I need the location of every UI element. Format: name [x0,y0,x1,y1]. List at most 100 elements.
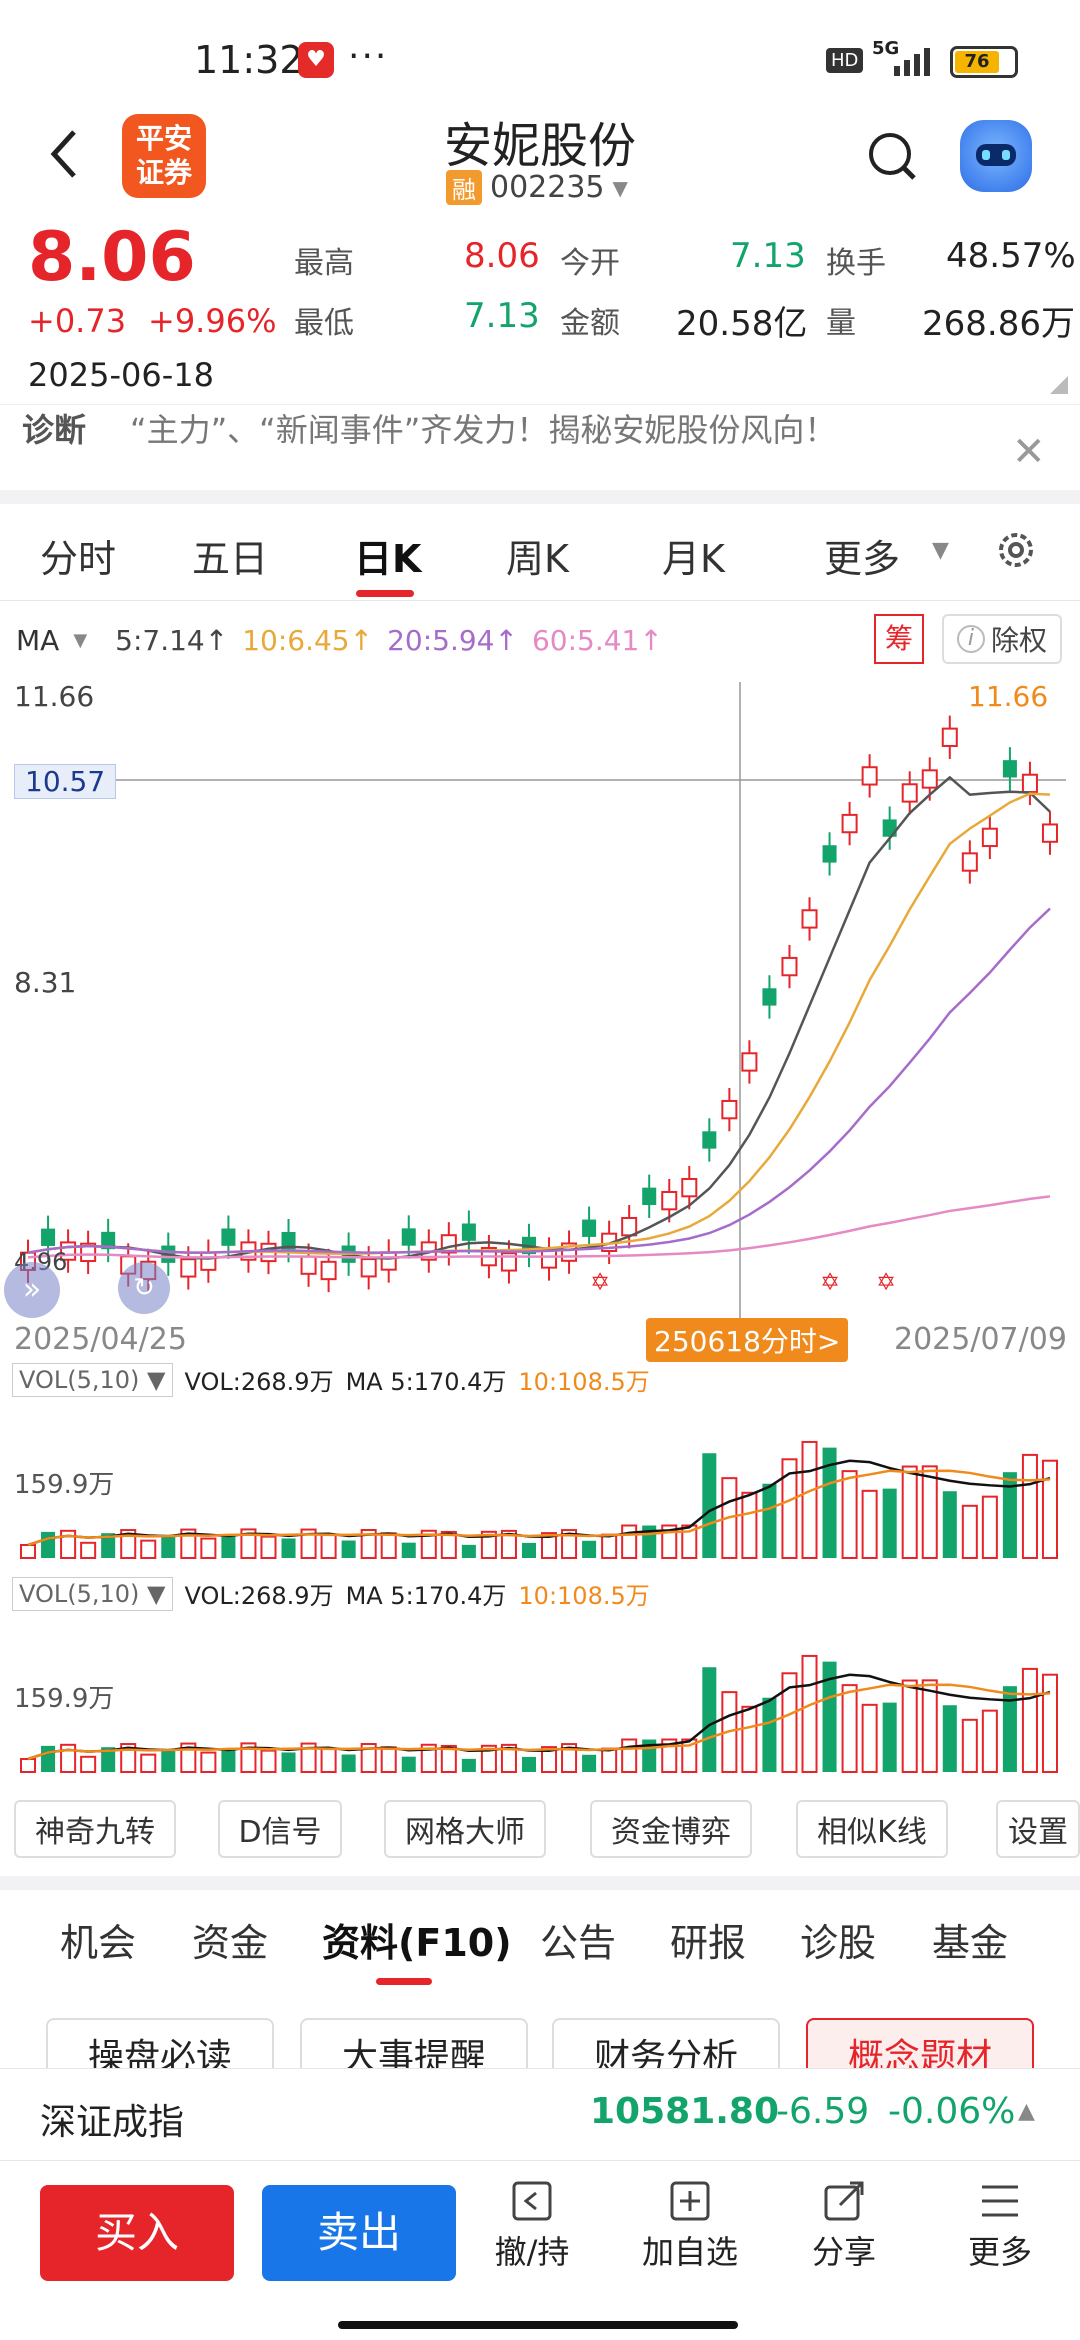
index-ticker[interactable]: 深证成指 10581.80 -6.59 -0.06% ▲ [0,2068,1080,2160]
vol-indicator-select[interactable]: VOL(5,10) ▼ [12,1576,173,1611]
sub-btn-concepts[interactable]: 概念题材 [806,2018,1034,2068]
vol-ma5: MA 5:170.4万 [345,1368,507,1396]
tab-weekly-k[interactable]: 周K [506,537,569,581]
tab-intraday[interactable]: 分时 [40,537,117,581]
cancel-hold-icon [512,2181,552,2221]
add-watchlist-label: 加自选 [641,2233,738,2271]
cursor-date-tag[interactable]: 250618分时> [646,1318,849,1362]
more-button[interactable]: 更多 [950,2179,1050,2273]
expand-corner-icon[interactable] [1050,376,1068,394]
kline-svg: ✡ ✡ ✡ [14,682,1066,1782]
vol-panel-2[interactable]: VOL(5,10) ▼ VOL:268.9万 MA 5:170.4万 10:10… [0,1570,1080,1784]
close-icon[interactable]: ✕ [1012,429,1046,475]
tab-daily-k[interactable]: 日K [354,537,422,581]
stock-code-row[interactable]: 融 002235 ▼ [446,170,628,205]
vol-value: VOL:268.9万 [184,1582,334,1610]
ma-dropdown-icon[interactable]: ▼ [73,630,88,651]
volume-bar [60,1743,77,1773]
sub-btn-financial[interactable]: 财务分析 [552,2018,780,2068]
ma10-value: 10:6.45↑ [242,624,374,657]
y-axis-high: 11.66 [14,680,95,713]
buy-button[interactable]: 买入 [40,2185,234,2281]
battery-level: 76 [955,51,1000,73]
share-button[interactable]: 分享 [794,2179,894,2273]
vol-axis-label: 159.9万 [14,1684,115,1714]
scroll-right-icon[interactable]: ↻ [118,1262,170,1314]
expand-up-icon[interactable]: ▲ [1018,2099,1035,2124]
candle-body [1002,760,1017,778]
vol-axis-label: 159.9万 [14,1470,115,1500]
kline-chart[interactable]: ✡ ✡ ✡ 11.66 10.57 8.31 4.96 11.66 » ↻ 20… [0,670,1080,1782]
back-icon[interactable] [40,124,90,184]
volume-bar [921,1679,938,1773]
more-dropdown-icon[interactable]: ▼ [932,538,949,563]
tab-announcements[interactable]: 公告 [540,1921,617,1965]
ma-line [27,907,1051,1254]
tab-five-day[interactable]: 五日 [192,537,269,581]
sub-buttons-row: 操盘必读 大事提醒 财务分析 概念题材 [0,2018,1080,2068]
vol-panel-1[interactable]: VOL(5,10) ▼ VOL:268.9万 MA 5:170.4万 10:10… [0,1356,1080,1570]
stock-name: 安妮股份 [443,118,636,174]
tool-fund-game[interactable]: 资金博弈 [590,1800,752,1858]
tab-monthly-k[interactable]: 月K [662,537,725,581]
tab-f10[interactable]: 资料(F10) [322,1921,512,1965]
tool-settings[interactable]: 设置 [996,1800,1080,1858]
ma-selector[interactable]: MA [16,624,60,657]
robot-assistant-icon[interactable] [960,120,1032,192]
sell-button[interactable]: 卖出 [262,2185,456,2281]
volume-bar [161,1748,176,1772]
y-axis-mid: 8.31 [14,966,77,999]
candle-body [41,1228,56,1246]
volume-bar [101,1747,116,1772]
volume-bar [822,1447,837,1558]
tool-magic-nine[interactable]: 神奇九转 [14,1800,176,1858]
search-icon[interactable] [864,128,920,184]
volume-bar [961,1504,978,1559]
volume-bar [541,1532,558,1560]
tool-d-signal[interactable]: D信号 [218,1800,342,1858]
sub-btn-must-read[interactable]: 操盘必读 [46,2018,274,2068]
volume-bar [320,1747,337,1774]
brand-logo: 平安 证券 [122,114,206,198]
tool-grid-master[interactable]: 网格大师 [384,1800,546,1858]
vol-indicator-label: VOL(5,10) [19,1579,140,1608]
vol-indicator-select[interactable]: VOL(5,10) ▼ [12,1362,173,1397]
margin-badge: 融 [446,170,482,205]
candle-body [841,813,858,834]
volume-bar [1041,1673,1058,1773]
open-label: 今开 [560,246,620,281]
chip-button[interactable]: 筹 [874,614,924,664]
tab-more[interactable]: 更多 [824,537,901,581]
volume-bar [300,1528,317,1559]
settings-gear-icon[interactable] [994,528,1038,572]
volume-label: 量 [826,306,856,341]
volume-bar [921,1465,938,1559]
tab-funds[interactable]: 资金 [192,1921,269,1965]
tab-fund[interactable]: 基金 [932,1921,1009,1965]
vol-value: VOL:268.9万 [184,1368,334,1396]
volume-bar [360,1529,377,1559]
tool-similar-k[interactable]: 相似K线 [796,1800,948,1858]
diagnosis-banner[interactable]: 诊断 “主力”、“新闻事件”齐发力！揭秘安妮股份风向！ ✕ [0,404,1080,490]
volume-bar [420,1529,437,1560]
candle-body [961,852,978,872]
candle-body [681,1177,698,1198]
vol-svg-1 [20,1440,1058,1560]
volume-bar [320,1533,337,1560]
add-watchlist-button[interactable]: 加自选 [630,2179,750,2273]
volume-bar [461,1758,476,1772]
scroll-left-icon[interactable]: » [4,1262,60,1318]
ex-rights-label: 除权 [990,624,1047,657]
app-notification-icon: ♥ [298,42,334,78]
volume-bar [882,1488,897,1558]
tab-diagnose[interactable]: 诊股 [800,1921,877,1965]
tab-research[interactable]: 研报 [670,1921,747,1965]
volume-value: 268.86万 [922,304,1075,344]
cancel-hold-button[interactable]: 撤/持 [480,2179,584,2273]
ex-rights-button[interactable]: i 除权 [942,614,1062,664]
y-axis-cursor: 10.57 [14,764,117,799]
sub-btn-events[interactable]: 大事提醒 [300,2018,528,2068]
tab-opportunity[interactable]: 机会 [60,1921,137,1965]
ma20-value: 20:5.94↑ [387,624,518,657]
volume-bar [140,1539,157,1559]
